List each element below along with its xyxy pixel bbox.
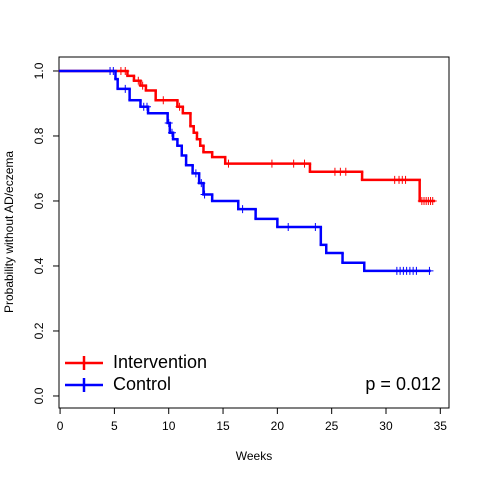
censor-mark [197,179,206,188]
y-tick-label: 0.0 [32,387,46,404]
y-tick-label: 0.2 [32,322,46,339]
censor-mark [191,169,200,178]
censor-mark [425,266,434,275]
censor-mark [138,81,147,90]
censor-mark [300,159,309,168]
censor-mark [341,167,350,176]
censor-mark [238,205,247,214]
censor-mark [412,266,421,275]
x-tick-label: 0 [57,419,64,433]
censor-mark [428,196,437,205]
censor-mark [311,222,320,231]
censor-mark [175,102,184,111]
x-tick-label: 20 [271,419,285,433]
censor-mark [401,175,410,184]
x-tick-label: 5 [111,419,118,433]
y-axis-label: Probability without AD/eczema [2,151,16,313]
censor-mark [159,96,168,105]
censor-mark [164,118,173,127]
x-tick-label: 10 [162,419,176,433]
censor-mark [289,159,298,168]
censor-mark [284,222,293,231]
x-tick-label: 25 [325,419,339,433]
x-axis-label: Weeks [236,449,272,463]
legend-label: Intervention [113,352,207,372]
y-tick-label: 0.4 [32,257,46,274]
y-tick-label: 0.8 [32,127,46,144]
x-tick-label: 30 [379,419,393,433]
censor-mark [121,84,130,93]
p-value: p = 0.012 [365,374,441,394]
censor-mark [109,66,118,75]
x-tick-label: 15 [216,419,230,433]
censor-mark [267,159,276,168]
x-tick-label: 35 [434,419,448,433]
censor-mark [134,76,143,85]
censor-mark [200,190,209,199]
censor-mark [167,128,176,137]
censor-mark [224,159,233,168]
censor-mark [142,102,151,111]
legend-label: Control [113,374,171,394]
y-tick-label: 1.0 [32,62,46,79]
plot-frame [58,56,450,409]
y-tick-label: 0.6 [32,192,46,209]
censor-mark [121,66,130,75]
